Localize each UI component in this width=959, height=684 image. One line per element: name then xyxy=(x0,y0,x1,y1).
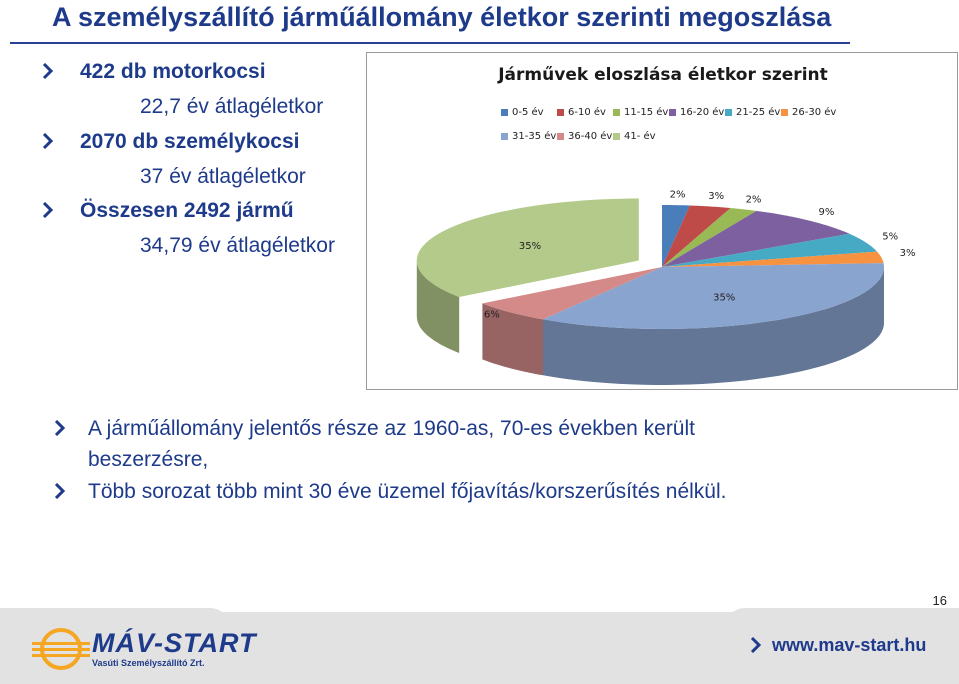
pie-slice xyxy=(662,205,731,267)
pie-slice xyxy=(416,198,639,297)
chevron-right-icon xyxy=(54,420,66,436)
legend-swatch xyxy=(557,132,564,140)
chart-title: Járművek eloszlása életkor szerint xyxy=(498,65,828,85)
bullet-szemelykocsi-age: 37 év átlagéletkor xyxy=(140,165,306,188)
paragraph-2: Több sorozat több mint 30 éve üzemel főj… xyxy=(88,480,727,503)
pie-slice-side xyxy=(482,303,543,376)
pie-slice xyxy=(662,208,757,267)
footer-logo-tab xyxy=(0,608,230,684)
chevron-right-icon xyxy=(750,636,762,654)
legend-swatch xyxy=(501,108,508,116)
pie-slice-side xyxy=(416,260,460,353)
legend-item: 11-15 év xyxy=(613,107,668,118)
legend-label: 41- év xyxy=(624,131,656,142)
bullet-osszesen: Összesen 2492 jármű xyxy=(80,199,294,222)
bullet-motorkocsi-age: 22,7 év átlagéletkor xyxy=(140,95,324,118)
legend-swatch xyxy=(781,108,788,116)
data-label: 2% xyxy=(746,194,762,205)
legend-item: 16-20 év xyxy=(669,107,724,118)
legend-item: 21-25 év xyxy=(725,107,780,118)
chevron-right-icon xyxy=(42,63,54,79)
legend-swatch xyxy=(613,132,620,140)
legend-swatch xyxy=(557,108,564,116)
bullet-osszesen-age: 34,79 év átlagéletkor xyxy=(140,234,335,257)
legend-label: 6-10 év xyxy=(568,107,606,118)
data-label: 5% xyxy=(882,231,898,242)
footer-web-tab xyxy=(725,608,959,684)
mav-logo-icon xyxy=(32,628,90,670)
data-label: 3% xyxy=(708,191,724,202)
legend-swatch xyxy=(613,108,620,116)
legend-swatch xyxy=(501,132,508,140)
data-label: 35% xyxy=(519,241,541,252)
chevron-right-icon xyxy=(42,133,54,149)
legend-label: 36-40 év xyxy=(568,131,613,142)
pie-slice xyxy=(662,205,690,267)
pie-chart: Járművek eloszlása életkor szerint 0-5 é… xyxy=(366,52,958,390)
legend-item: 41- év xyxy=(613,131,656,142)
legend-item: 26-30 év xyxy=(781,107,836,118)
title-divider xyxy=(10,42,850,44)
paragraph-1-line-1: A járműállomány jelentős része az 1960-a… xyxy=(88,417,695,440)
legend-item: 31-35 év xyxy=(501,131,556,142)
paragraph-1-line-2: beszerzésre, xyxy=(88,448,209,471)
legend-label: 11-15 év xyxy=(624,107,669,118)
logo-subtitle: Vasúti Személyszállító Zrt. xyxy=(92,658,205,668)
pie-slice xyxy=(482,267,662,320)
pie-slice-side xyxy=(543,267,884,385)
legend-label: 26-30 év xyxy=(792,107,837,118)
logo-name: MÁV-START xyxy=(92,628,257,658)
pie-slice xyxy=(662,210,850,267)
legend-item: 0-5 év xyxy=(501,107,544,118)
legend-item: 36-40 év xyxy=(557,131,612,142)
bullet-szemelykocsi: 2070 db személykocsi xyxy=(80,130,300,153)
website-link[interactable]: www.mav-start.hu xyxy=(772,635,927,655)
page-number: 16 xyxy=(932,593,947,608)
slide-title: A személyszállító járműállomány életkor … xyxy=(52,2,832,32)
data-label: 6% xyxy=(484,310,500,321)
legend-label: 21-25 év xyxy=(736,107,781,118)
bullet-motorkocsi: 422 db motorkocsi xyxy=(80,60,266,83)
pie-slice xyxy=(662,233,877,267)
chevron-right-icon xyxy=(54,483,66,499)
legend-label: 31-35 év xyxy=(512,131,557,142)
legend-swatch xyxy=(669,108,676,116)
data-label: 2% xyxy=(670,190,686,201)
legend-label: 16-20 év xyxy=(680,107,725,118)
legend-swatch xyxy=(725,108,732,116)
pie-plot: 2% 3% 2%9%5%3%35%6%35% xyxy=(416,190,916,385)
data-label: 35% xyxy=(713,292,735,303)
pie-slice xyxy=(662,251,884,267)
legend-label: 0-5 év xyxy=(512,107,544,118)
legend-item: 6-10 év xyxy=(557,107,606,118)
pie-slice xyxy=(543,263,884,329)
data-label: 9% xyxy=(818,207,834,218)
chevron-right-icon xyxy=(42,202,54,218)
data-label: 3% xyxy=(900,248,916,259)
